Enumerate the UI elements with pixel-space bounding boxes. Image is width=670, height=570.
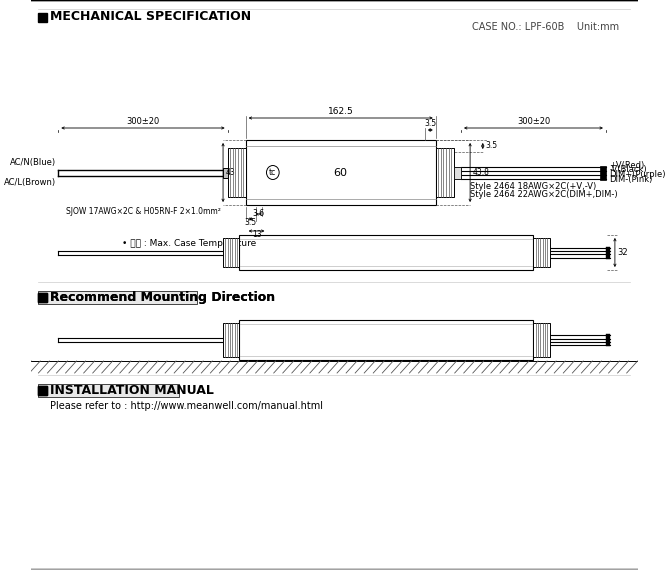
Bar xyxy=(38,293,47,302)
Bar xyxy=(246,140,436,205)
Text: 3.5: 3.5 xyxy=(424,119,436,128)
Bar xyxy=(38,293,47,302)
Bar xyxy=(533,323,550,357)
Bar xyxy=(533,238,550,267)
Bar xyxy=(606,334,610,346)
Text: 43.8: 43.8 xyxy=(473,168,490,177)
Text: AC/L(Brown): AC/L(Brown) xyxy=(3,177,56,186)
Text: 3.5: 3.5 xyxy=(486,141,498,150)
Text: Please refer to : http://www.meanwell.com/manual.html: Please refer to : http://www.meanwell.co… xyxy=(50,401,323,411)
Text: 13: 13 xyxy=(252,230,261,239)
Bar xyxy=(223,238,239,267)
Text: DIM+(Purple): DIM+(Purple) xyxy=(610,170,666,179)
Bar xyxy=(38,386,47,395)
Text: 300±20: 300±20 xyxy=(127,117,159,126)
Bar xyxy=(600,165,606,180)
Text: MECHANICAL SPECIFICATION: MECHANICAL SPECIFICATION xyxy=(50,10,251,23)
Bar xyxy=(454,166,461,178)
Text: 60: 60 xyxy=(334,168,348,177)
Text: SJOW 17AWG×2C & H05RN-F 2×1.0mm²: SJOW 17AWG×2C & H05RN-F 2×1.0mm² xyxy=(66,207,220,216)
Bar xyxy=(239,235,533,270)
Text: 3.5: 3.5 xyxy=(245,218,257,227)
Bar xyxy=(223,323,239,357)
Text: Style 2464 22AWG×2C(DIM+,DIM-): Style 2464 22AWG×2C(DIM+,DIM-) xyxy=(470,190,618,199)
Text: DIM-(Pink): DIM-(Pink) xyxy=(610,175,653,184)
Bar xyxy=(606,246,610,259)
Text: Style 2464 18AWG×2C(+V,-V): Style 2464 18AWG×2C(+V,-V) xyxy=(470,182,596,191)
Text: 32: 32 xyxy=(618,248,628,257)
Bar xyxy=(228,148,246,197)
Bar xyxy=(38,291,197,304)
Text: • Ⓣⓒ : Max. Case Temperature: • Ⓣⓒ : Max. Case Temperature xyxy=(122,238,256,247)
Bar xyxy=(38,386,47,395)
Bar xyxy=(38,13,47,22)
Text: tc: tc xyxy=(269,168,277,177)
Text: AC/N(Blue): AC/N(Blue) xyxy=(9,158,56,168)
Text: -V(Black): -V(Black) xyxy=(610,165,647,174)
Bar xyxy=(223,168,228,177)
Text: Recommend Mounting Direction: Recommend Mounting Direction xyxy=(50,291,275,303)
Text: 162.5: 162.5 xyxy=(328,107,354,116)
Bar xyxy=(454,166,461,178)
Text: CASE NO.: LPF-60B    Unit:mm: CASE NO.: LPF-60B Unit:mm xyxy=(472,22,620,32)
Text: 3.6: 3.6 xyxy=(253,209,265,218)
Text: INSTALLATION MANUAL: INSTALLATION MANUAL xyxy=(50,384,214,397)
Text: Recommend Mounting Direction: Recommend Mounting Direction xyxy=(50,291,275,303)
Text: +V(Red): +V(Red) xyxy=(610,161,645,170)
Text: 43: 43 xyxy=(226,168,236,177)
Bar xyxy=(38,384,179,397)
Text: 300±20: 300±20 xyxy=(517,117,550,126)
Bar xyxy=(239,320,533,360)
Bar xyxy=(436,148,454,197)
